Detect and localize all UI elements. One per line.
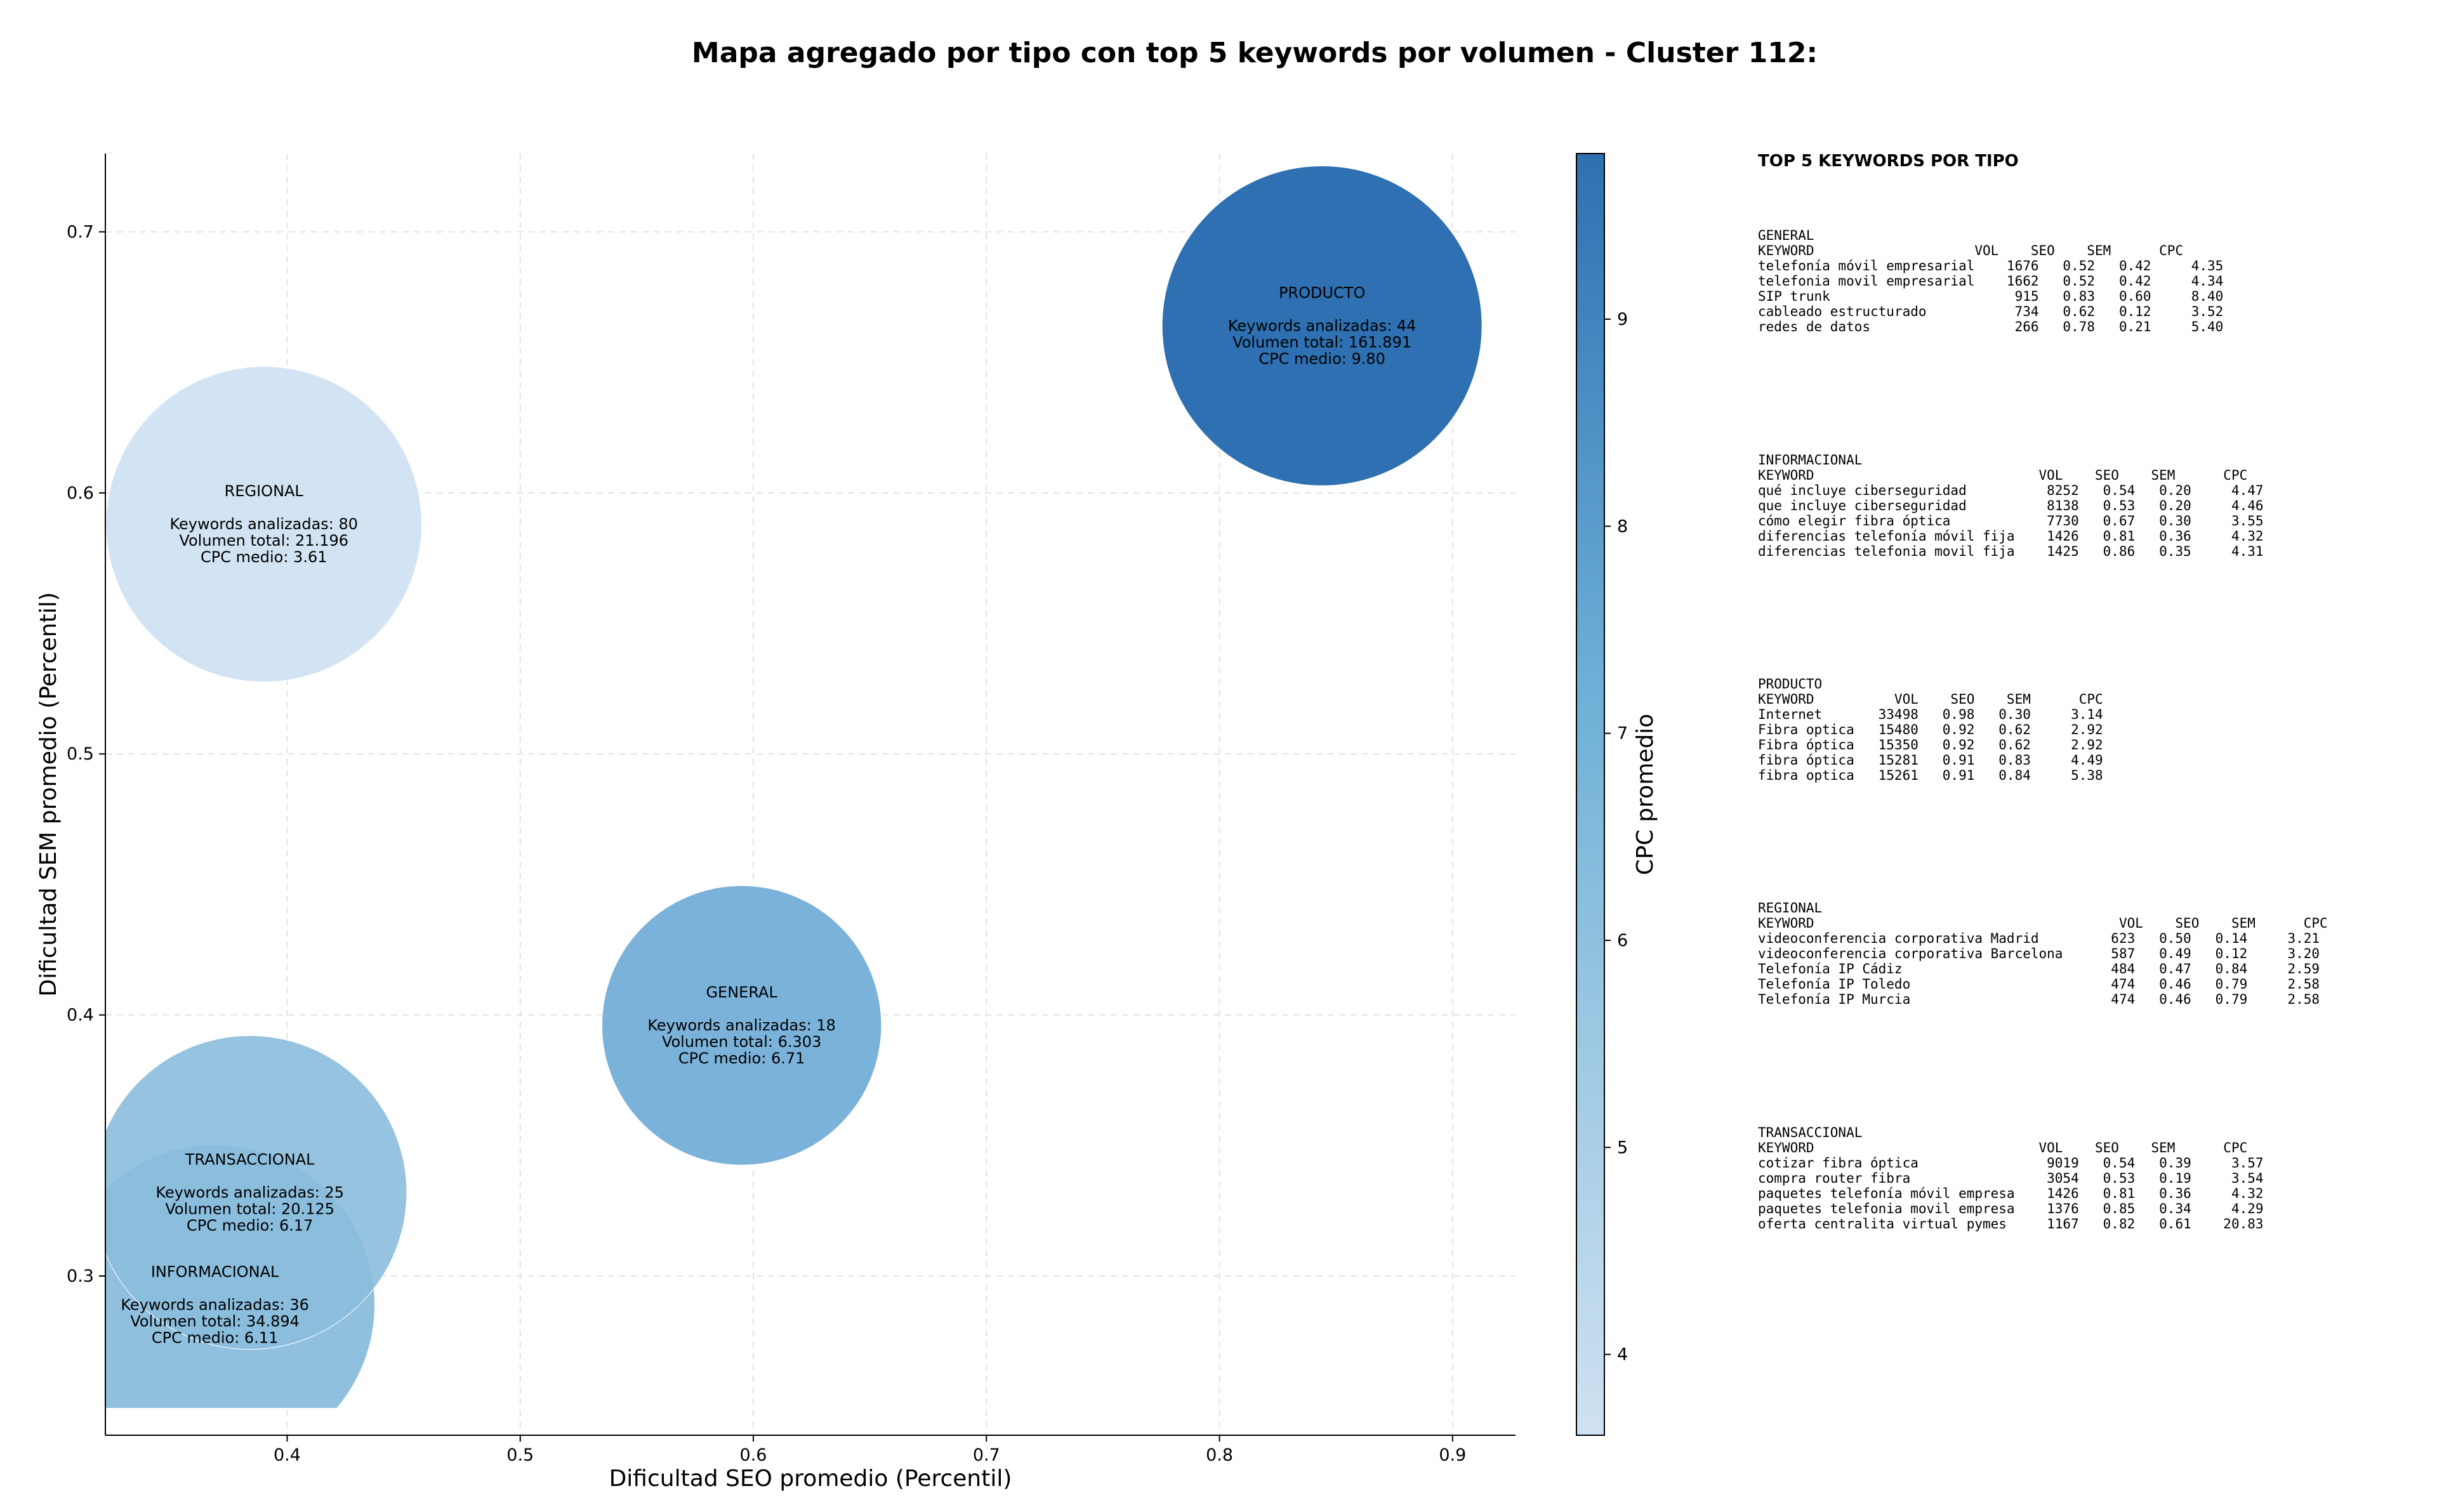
keyword-block-title: PRODUCTO: [1758, 676, 1822, 692]
bubble-info-line: CPC medio: 6.71: [678, 1049, 805, 1067]
y-tick-label: 0.5: [67, 744, 94, 764]
bubble-layer: [105, 166, 1483, 1408]
keyword-row: KEYWORD VOL SEO SEM CPC: [1758, 692, 2103, 707]
keyword-block-title: REGIONAL: [1758, 900, 1822, 916]
keyword-row: paquetes telefonia movil empresa 1376 0.…: [1758, 1201, 2264, 1216]
keyword-row: paquetes telefonía móvil empresa 1426 0.…: [1758, 1186, 2264, 1201]
keyword-block-title: GENERAL: [1758, 228, 1814, 243]
bubble-info-line: Keywords analizadas: 36: [121, 1296, 309, 1313]
bubble-info-line: Keywords analizadas: 25: [155, 1183, 344, 1201]
bubble-info-line: Volumen total: 21.196: [179, 532, 348, 549]
colorbar-ticks: 4 5 6 7 8 9: [1604, 310, 1628, 1365]
y-tick-label: 0.3: [67, 1266, 94, 1286]
keyword-row: fibra optica 15261 0.91 0.84 5.38: [1758, 768, 2103, 783]
keyword-row: Fibra optica 15480 0.92 0.62 2.92: [1758, 722, 2103, 737]
bubble-info-line: Keywords analizadas: 80: [169, 515, 358, 533]
bubble-title: GENERAL: [706, 983, 777, 1001]
chart-title: Mapa agregado por tipo con top 5 keyword…: [692, 37, 1818, 69]
x-axis-ticks: 0.4 0.5 0.6 0.7 0.8 0.9: [274, 1435, 1466, 1465]
keyword-block-title: INFORMACIONAL: [1758, 452, 1862, 468]
y-axis-ticks: 0.3 0.4 0.5 0.6 0.7: [67, 222, 105, 1286]
colorbar: [1576, 153, 1605, 1436]
bubble-info-line: CPC medio: 6.11: [152, 1329, 279, 1346]
bubble-title: INFORMACIONAL: [151, 1263, 279, 1280]
keyword-row: cableado estructurado 734 0.62 0.12 3.52: [1758, 304, 2223, 319]
colorbar-label: CPC promedio: [1632, 714, 1658, 875]
colorbar-tick-label: 4: [1617, 1345, 1628, 1365]
keyword-row: KEYWORD VOL SEO SEM CPC: [1758, 1140, 2247, 1155]
y-axis-label: Dificultad SEM promedio (Percentil): [36, 592, 62, 997]
keyword-row: KEYWORD VOL SEO SEM CPC: [1758, 916, 2328, 931]
bubble-producto: [1161, 166, 1483, 487]
y-tick-label: 0.7: [67, 222, 94, 242]
keyword-row: videoconferencia corporativa Barcelona 5…: [1758, 946, 2320, 961]
keyword-row: Telefonía IP Murcia 474 0.46 0.79 2.58: [1758, 992, 2320, 1007]
bubble-info-line: Volumen total: 161.891: [1232, 334, 1411, 352]
keyword-row: diferencias telefonia movil fija 1425 0.…: [1758, 544, 2264, 559]
x-tick-label: 0.8: [1206, 1445, 1233, 1465]
bubble-regional: [105, 366, 422, 683]
keyword-row: oferta centralita virtual pymes 1167 0.8…: [1758, 1216, 2264, 1232]
bubble-info-line: Keywords analizadas: 18: [647, 1016, 836, 1034]
keyword-row: Fibra óptica 15350 0.92 0.62 2.92: [1758, 737, 2103, 753]
bubble-title: REGIONAL: [225, 482, 304, 500]
bubble-info-line: Volumen total: 20.125: [165, 1200, 334, 1218]
y-tick-label: 0.4: [67, 1006, 94, 1025]
y-tick-label: 0.6: [67, 483, 94, 503]
side-panel-title: TOP 5 KEYWORDS POR TIPO: [1758, 152, 2019, 171]
bubble-title: TRANSACCIONAL: [185, 1150, 315, 1168]
bubble-info-line: CPC medio: 9.80: [1258, 350, 1385, 368]
bubble-info-line: Volumen total: 34.894: [130, 1312, 300, 1330]
keyword-row: videoconferencia corporativa Madrid 623 …: [1758, 931, 2320, 946]
colorbar-tick-label: 6: [1617, 931, 1628, 950]
keyword-row: fibra óptica 15281 0.91 0.83 4.49: [1758, 753, 2103, 768]
keyword-row: Telefonía IP Cádiz 484 0.47 0.84 2.59: [1758, 961, 2320, 976]
colorbar-tick-label: 8: [1617, 516, 1628, 536]
x-tick-label: 0.6: [740, 1445, 767, 1465]
bubble-general: [601, 885, 882, 1166]
bubble-info-line: CPC medio: 6.17: [187, 1216, 314, 1234]
x-axis-label: Dificultad SEO promedio (Percentil): [609, 1466, 1012, 1492]
bubble-title: PRODUCTO: [1279, 284, 1365, 302]
colorbar-tick-label: 7: [1617, 724, 1628, 744]
keyword-row: cotizar fibra óptica 9019 0.54 0.39 3.57: [1758, 1155, 2264, 1171]
colorbar-tick-label: 5: [1617, 1138, 1628, 1157]
keyword-row: SIP trunk 915 0.83 0.60 8.40: [1758, 289, 2223, 304]
keyword-row: KEYWORD VOL SEO SEM CPC: [1758, 468, 2247, 483]
x-tick-label: 0.7: [973, 1445, 1000, 1465]
keyword-row: diferencias telefonía móvil fija 1426 0.…: [1758, 529, 2264, 544]
keyword-row: qué incluye ciberseguridad 8252 0.54 0.2…: [1758, 483, 2264, 498]
keyword-row: KEYWORD VOL SEO SEM CPC: [1758, 243, 2183, 258]
bubble-info-line: CPC medio: 3.61: [201, 548, 327, 566]
keyword-row: telefonia movil empresarial 1662 0.52 0.…: [1758, 273, 2223, 289]
keyword-row: redes de datos 266 0.78 0.21 5.40: [1758, 319, 2223, 334]
bubble-info-line: Volumen total: 6.303: [662, 1033, 821, 1051]
keyword-row: telefonía móvil empresarial 1676 0.52 0.…: [1758, 258, 2223, 273]
keyword-row: compra router fibra 3054 0.53 0.19 3.54: [1758, 1171, 2264, 1186]
x-tick-label: 0.5: [506, 1445, 534, 1465]
bubble-info-line: Keywords analizadas: 44: [1228, 317, 1417, 335]
bubble-transaccional: [105, 1035, 407, 1350]
keyword-block-title: TRANSACCIONAL: [1758, 1125, 1862, 1140]
keyword-row: Internet 33498 0.98 0.30 3.14: [1758, 707, 2103, 722]
x-tick-label: 0.4: [274, 1445, 301, 1465]
keyword-row: Telefonía IP Toledo 474 0.46 0.79 2.58: [1758, 976, 2320, 992]
keyword-row: cómo elegir fibra óptica 7730 0.67 0.30 …: [1758, 513, 2264, 529]
colorbar-tick-label: 9: [1617, 310, 1628, 329]
keyword-row: que incluye ciberseguridad 8138 0.53 0.2…: [1758, 498, 2264, 513]
x-tick-label: 0.9: [1439, 1445, 1466, 1465]
